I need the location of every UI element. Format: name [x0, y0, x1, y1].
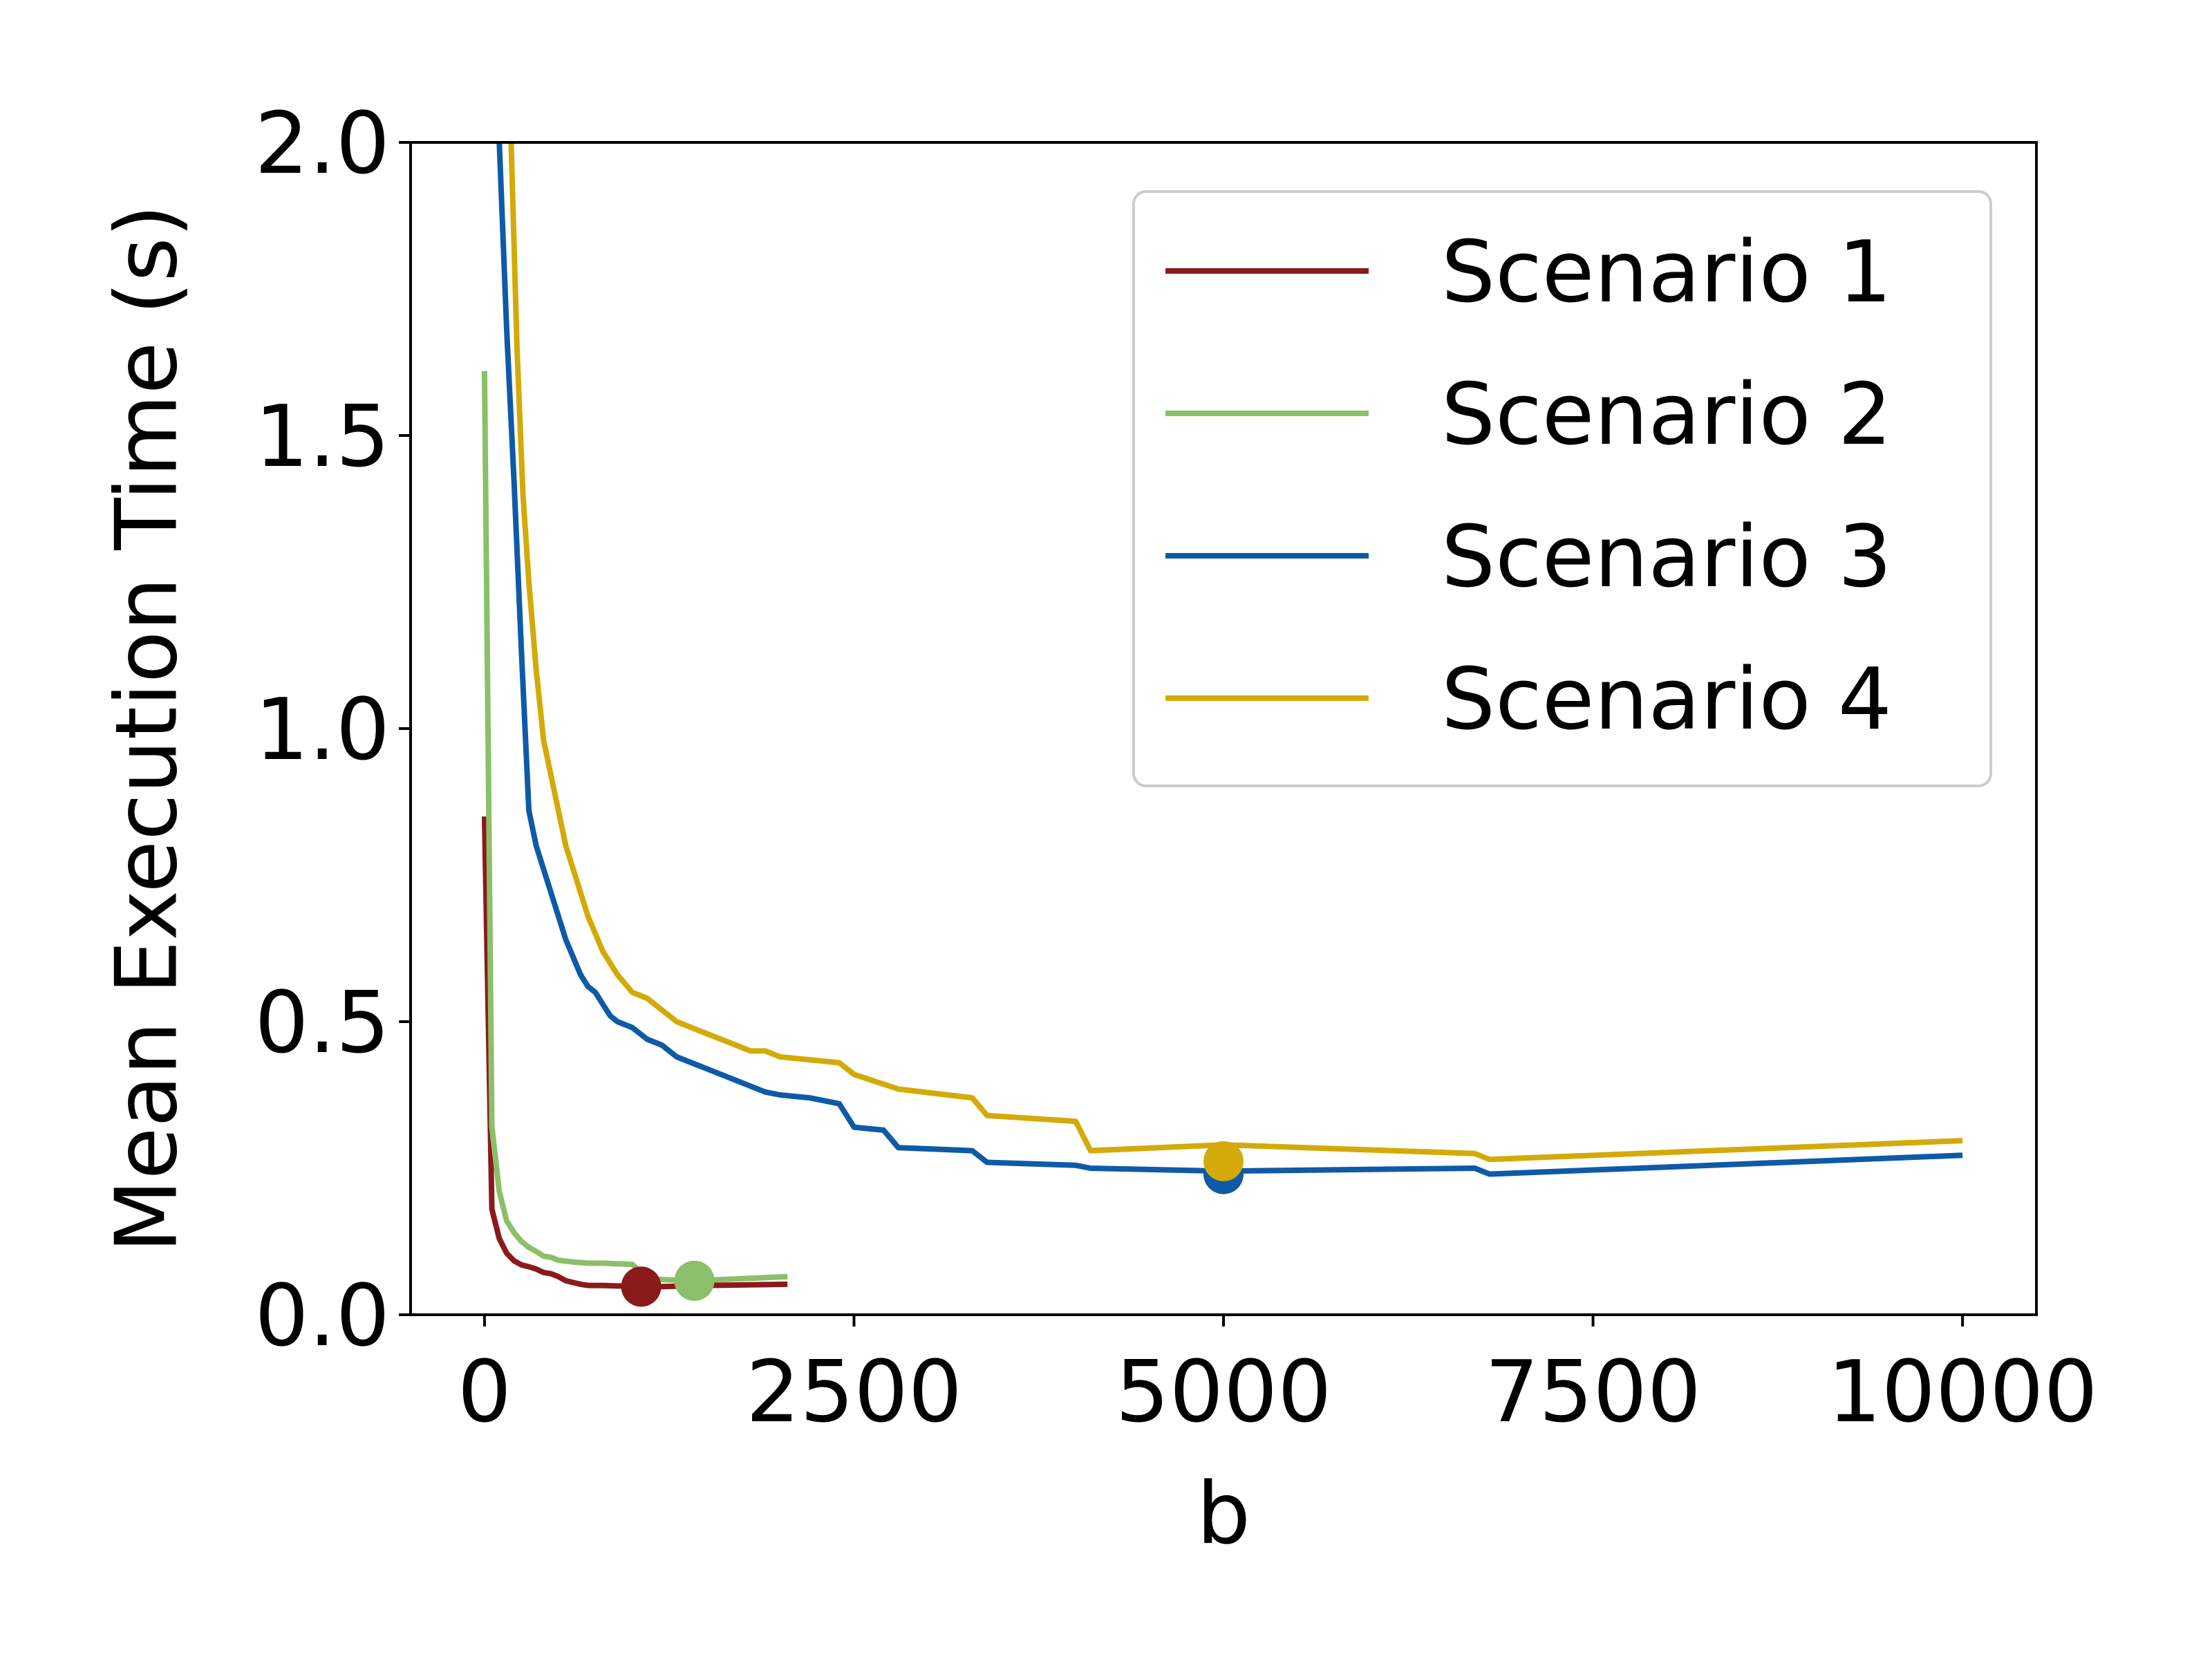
legend-label-1: Scenario 1 — [1441, 223, 1892, 322]
x-tick-label: 0 — [458, 1343, 512, 1442]
y-tick-label: 2.0 — [254, 95, 390, 194]
series-layer — [481, 142, 1963, 1307]
y-tick-label: 0.0 — [254, 1267, 390, 1366]
legend: Scenario 1 Scenario 2 Scenario 3 Scenario 4 — [1132, 190, 1992, 787]
y-tick-label: 0.5 — [254, 974, 390, 1073]
x-axis-title: b — [1197, 1465, 1250, 1564]
legend-label-4: Scenario 4 — [1441, 650, 1892, 749]
y-tick-label: 1.0 — [254, 681, 390, 780]
legend-box — [1132, 190, 1992, 787]
legend-label-2: Scenario 2 — [1441, 366, 1892, 465]
x-tick-label: 5000 — [1115, 1343, 1331, 1442]
series-marker-1 — [621, 1266, 662, 1307]
series-marker-4 — [1203, 1141, 1244, 1181]
x-tick-label: 10000 — [1827, 1343, 2097, 1442]
y-axis: 0.0 0.5 1.0 1.5 2.0 — [254, 95, 411, 1366]
series-line-3 — [496, 142, 1963, 1177]
series-marker-2 — [674, 1260, 715, 1301]
x-axis: 0 2500 5000 7500 10000 — [458, 1315, 2098, 1442]
y-axis-title: Mean Execution Time (s) — [98, 204, 197, 1253]
series-line-4 — [508, 142, 1963, 1163]
series-line-2 — [481, 371, 788, 1284]
x-tick-label: 2500 — [746, 1343, 962, 1442]
y-tick-label: 1.5 — [254, 388, 390, 487]
legend-label-3: Scenario 3 — [1441, 508, 1892, 607]
x-tick-label: 7500 — [1485, 1343, 1701, 1442]
